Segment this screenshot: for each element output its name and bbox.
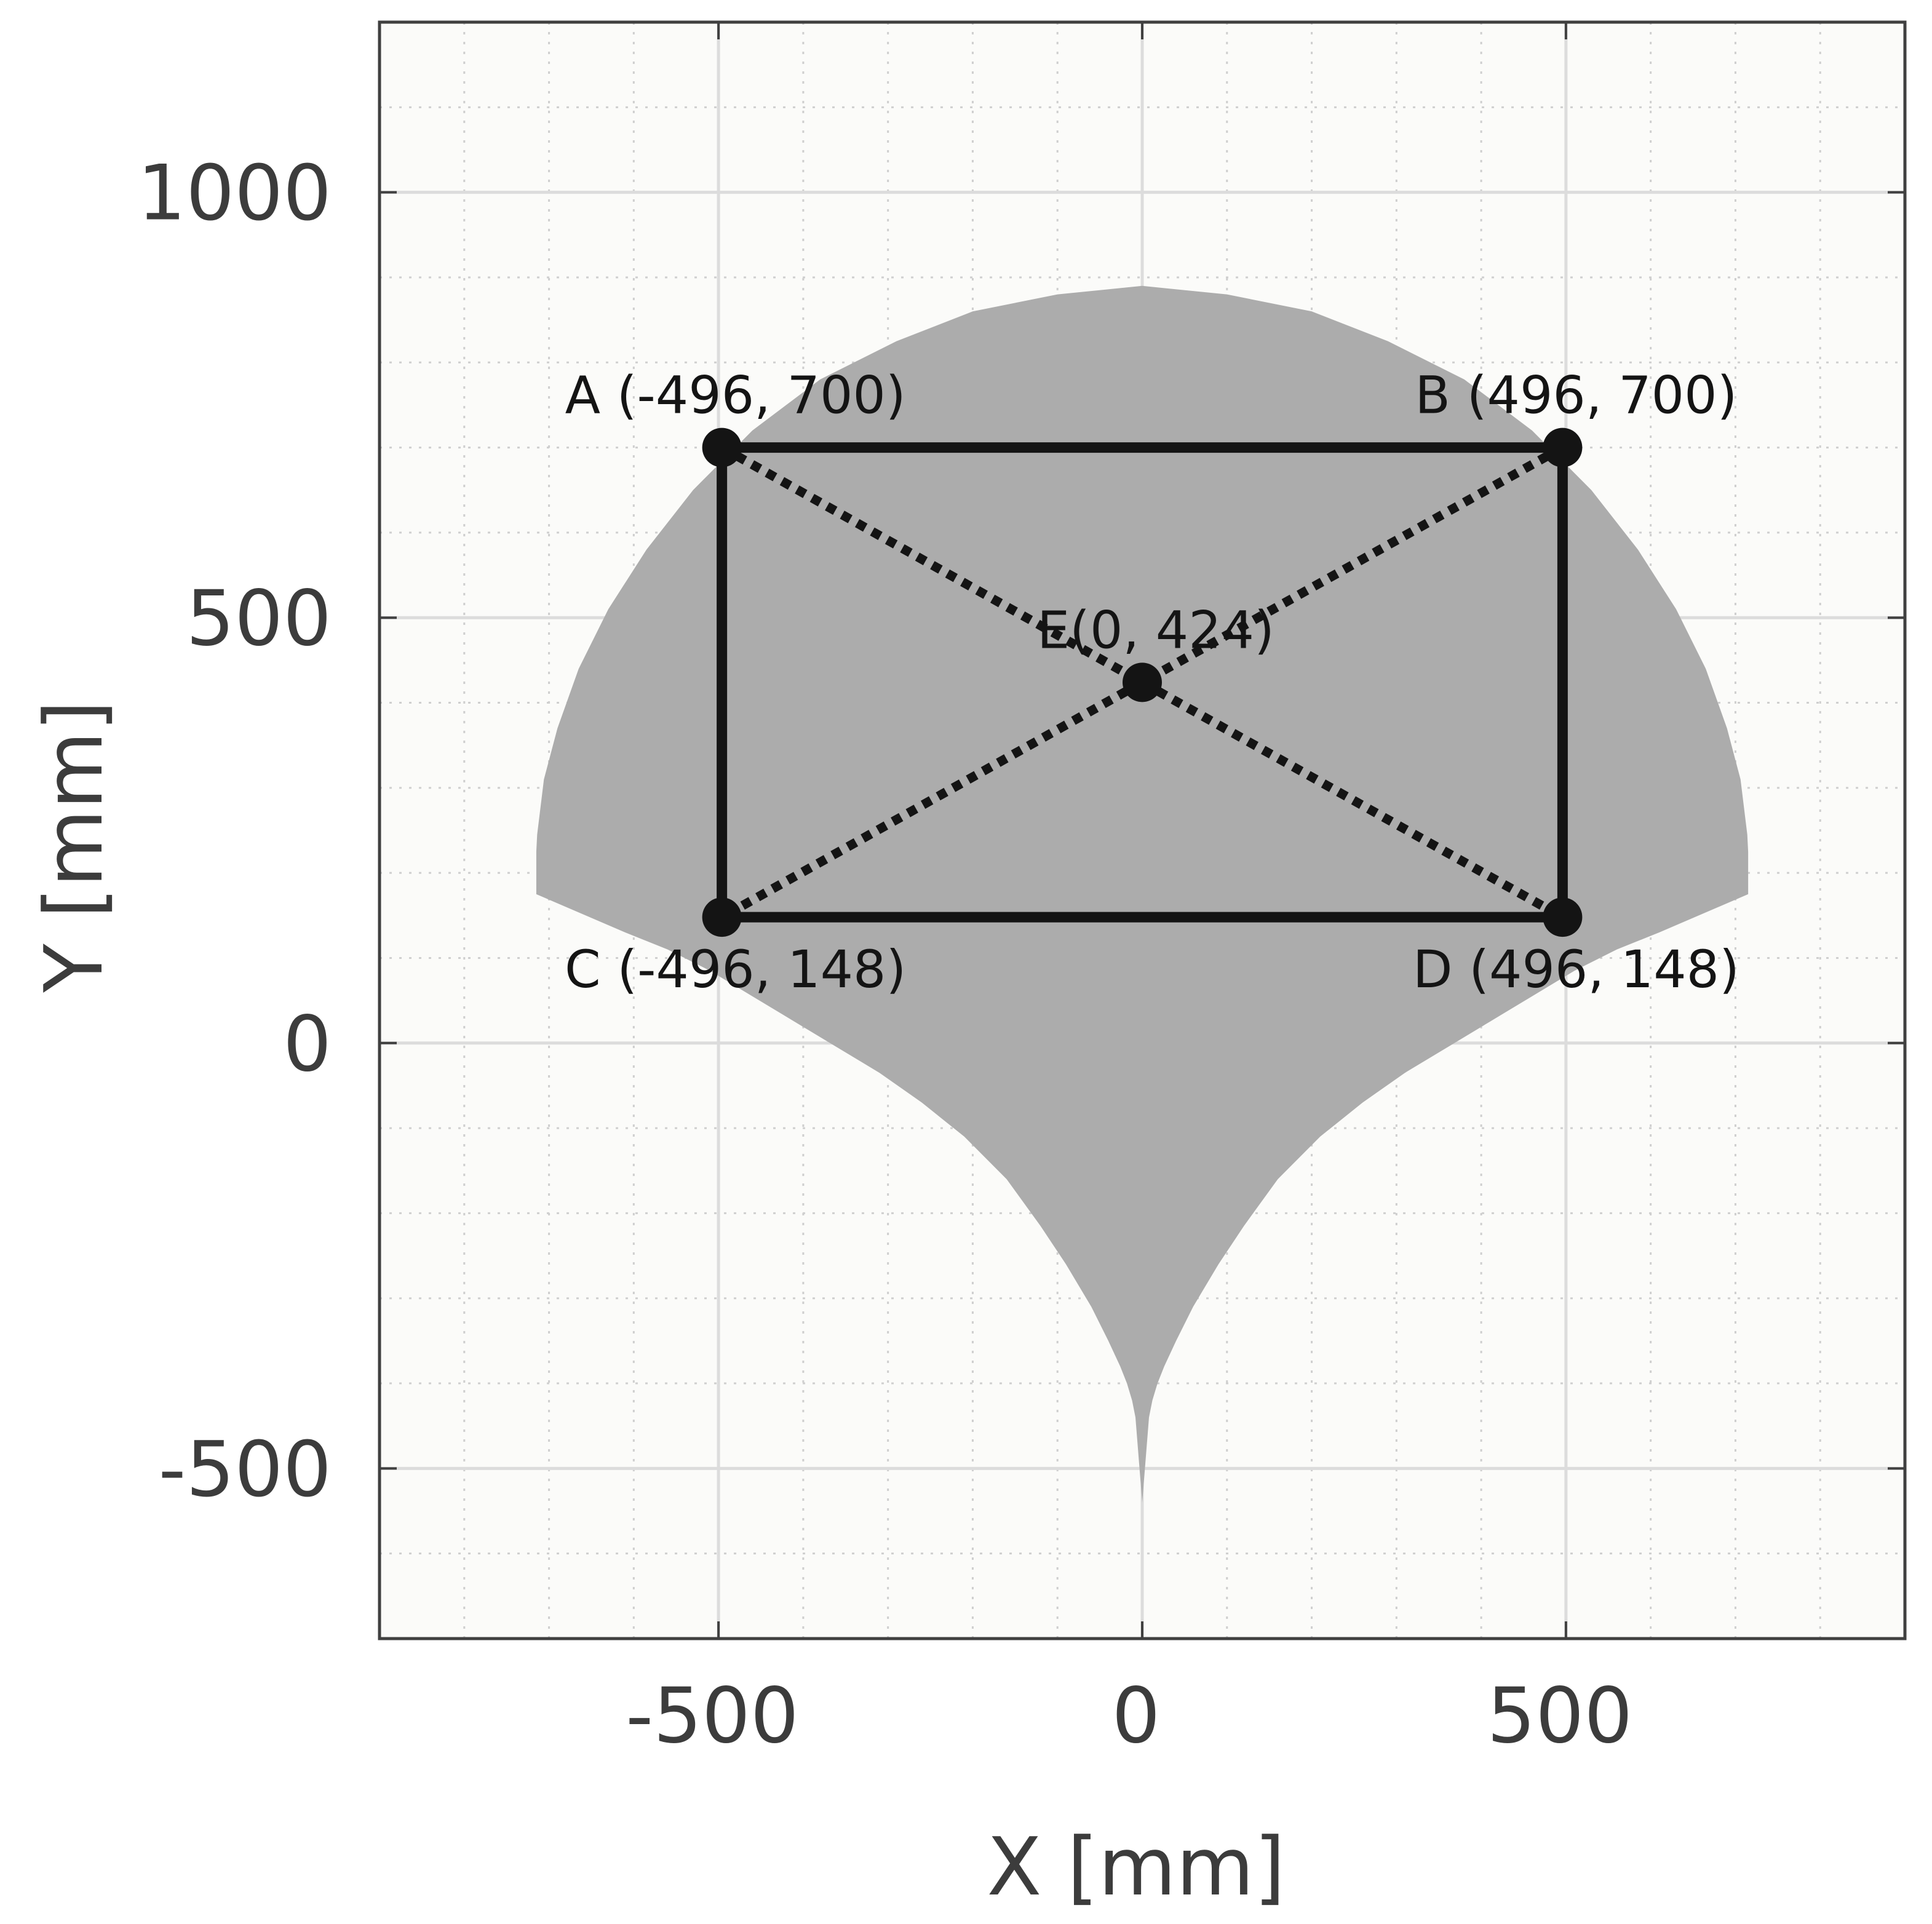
y-tick-labels: -500 0 500 1000	[137, 149, 332, 1514]
point-marker-c	[702, 897, 742, 937]
x-tick-label: 0	[1112, 1672, 1161, 1760]
point-marker-d	[1543, 897, 1583, 937]
x-tick-label: 500	[1487, 1672, 1633, 1760]
diagonal-lines	[719, 443, 1565, 921]
point-marker-b	[1543, 427, 1583, 467]
y-axis-label: Y [mm]	[27, 700, 121, 993]
diagonal-line	[719, 443, 1565, 921]
point-label-a: A (-496, 700)	[565, 365, 906, 426]
point-markers	[702, 427, 1583, 937]
point-label-c: C (-496, 148)	[565, 939, 906, 1000]
point-label-d: D (496, 148)	[1413, 939, 1739, 1000]
diagonal-line	[719, 443, 1565, 921]
y-tick-label: -500	[159, 1425, 332, 1514]
x-tick-label: -500	[626, 1672, 798, 1760]
x-axis-label: X [mm]	[987, 1820, 1285, 1914]
point-label-b: B (496, 700)	[1415, 365, 1737, 426]
y-tick-label: 1000	[137, 149, 332, 238]
rectangle-edges	[717, 442, 1568, 923]
point-marker-a	[702, 427, 742, 467]
tick-marks	[380, 22, 1905, 1639]
x-tick-labels: -500 0 500	[626, 1672, 1632, 1760]
y-tick-label: 0	[283, 1000, 332, 1089]
point-marker-e	[1123, 662, 1162, 702]
workspace-region	[536, 285, 1749, 1503]
y-tick-label: 500	[186, 574, 332, 663]
point-labels: A (-496, 700) B (496, 700) C (-496, 148) D …	[565, 365, 1739, 1000]
point-label-e: E(0, 424)	[1037, 600, 1274, 660]
